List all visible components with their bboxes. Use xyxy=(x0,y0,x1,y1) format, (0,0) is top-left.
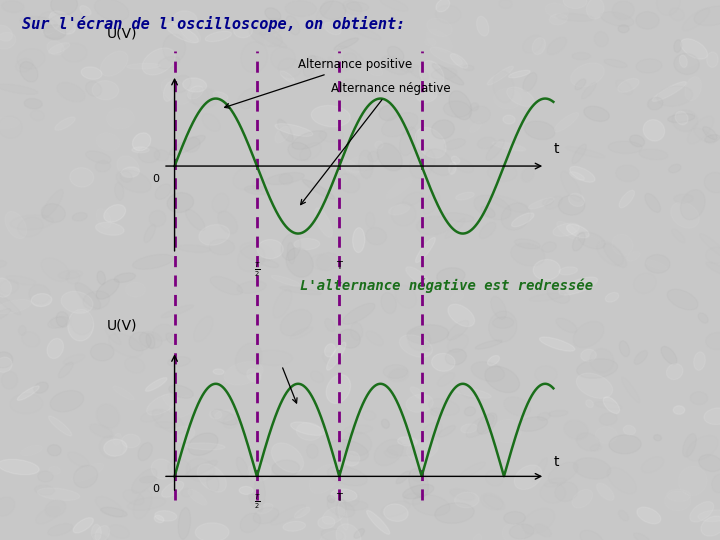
Text: $\frac{T}{2}$: $\frac{T}{2}$ xyxy=(253,493,260,511)
Text: t: t xyxy=(554,142,559,156)
Text: U(V): U(V) xyxy=(107,26,138,40)
Text: T: T xyxy=(336,493,342,503)
Text: 0: 0 xyxy=(153,484,160,494)
Text: T: T xyxy=(336,261,342,271)
Text: Sur l'écran de l'oscilloscope, on obtient:: Sur l'écran de l'oscilloscope, on obtien… xyxy=(22,16,405,32)
Text: Alternance négative: Alternance négative xyxy=(301,82,451,205)
Text: $\frac{T}{2}$: $\frac{T}{2}$ xyxy=(253,261,260,279)
Text: 0: 0 xyxy=(153,174,160,184)
Text: Alternance positive: Alternance positive xyxy=(225,58,413,108)
Text: U(V): U(V) xyxy=(107,318,138,332)
Text: t: t xyxy=(554,455,559,469)
Text: L'alternance négative est redressée: L'alternance négative est redressée xyxy=(300,279,593,293)
